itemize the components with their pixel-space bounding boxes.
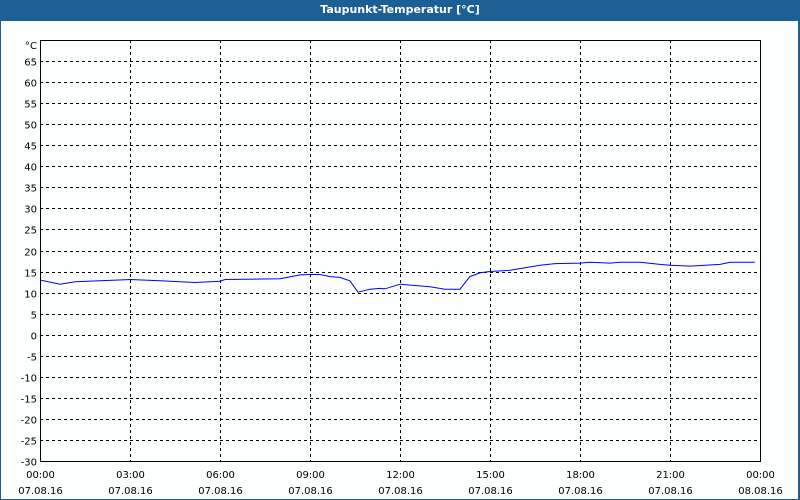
y-tick-label: 25: [24, 226, 37, 237]
y-tick-label: 30: [24, 205, 37, 216]
y-axis-unit: °C: [25, 41, 37, 52]
y-tick-label: -20: [21, 416, 37, 427]
y-tick-label: 20: [24, 248, 37, 259]
y-tick-label: -10: [21, 374, 37, 385]
x-tick-date: 07.08.16: [288, 486, 333, 497]
x-tick-time: 15:00: [476, 470, 505, 481]
dew-point-line: [39, 261, 755, 293]
y-tick-label: 45: [24, 142, 37, 153]
x-tick-date: 07.08.16: [18, 486, 63, 497]
x-tick-time: 03:00: [116, 470, 145, 481]
x-tick-date: 07.08.16: [558, 486, 603, 497]
x-tick-time: 06:00: [206, 470, 235, 481]
y-tick-label: 60: [24, 79, 37, 90]
y-tick-label: 15: [24, 269, 37, 280]
x-tick-time: 09:00: [296, 470, 325, 481]
x-tick-date: 08.08.16: [738, 486, 783, 497]
x-tick-time: 00:00: [746, 470, 775, 481]
chart-title: Taupunkt-Temperatur [°C]: [320, 3, 480, 16]
y-tick-label: 0: [31, 332, 37, 343]
y-tick-label: 40: [24, 163, 37, 174]
y-tick-label: 65: [24, 58, 37, 69]
x-tick-time: 00:00: [26, 470, 55, 481]
y-tick-label: -15: [21, 395, 37, 406]
x-tick-date: 07.08.16: [198, 486, 243, 497]
x-tick-date: 07.08.16: [648, 486, 693, 497]
y-tick-label: -25: [21, 437, 37, 448]
y-tick-label: 5: [31, 311, 37, 322]
y-tick-label: 10: [24, 290, 37, 301]
x-tick-time: 21:00: [656, 470, 685, 481]
y-tick-label: -5: [27, 353, 37, 364]
x-tick-date: 07.08.16: [468, 486, 513, 497]
y-tick-label: 55: [24, 100, 37, 111]
x-tick-time: 12:00: [386, 470, 415, 481]
y-tick-label: 50: [24, 121, 37, 132]
plot-frame: [40, 40, 761, 462]
x-tick-date: 07.08.16: [378, 486, 423, 497]
y-tick-label: -30: [21, 458, 37, 469]
x-tick-time: 18:00: [566, 470, 595, 481]
y-tick-label: 35: [24, 184, 37, 195]
x-tick-date: 07.08.16: [108, 486, 153, 497]
